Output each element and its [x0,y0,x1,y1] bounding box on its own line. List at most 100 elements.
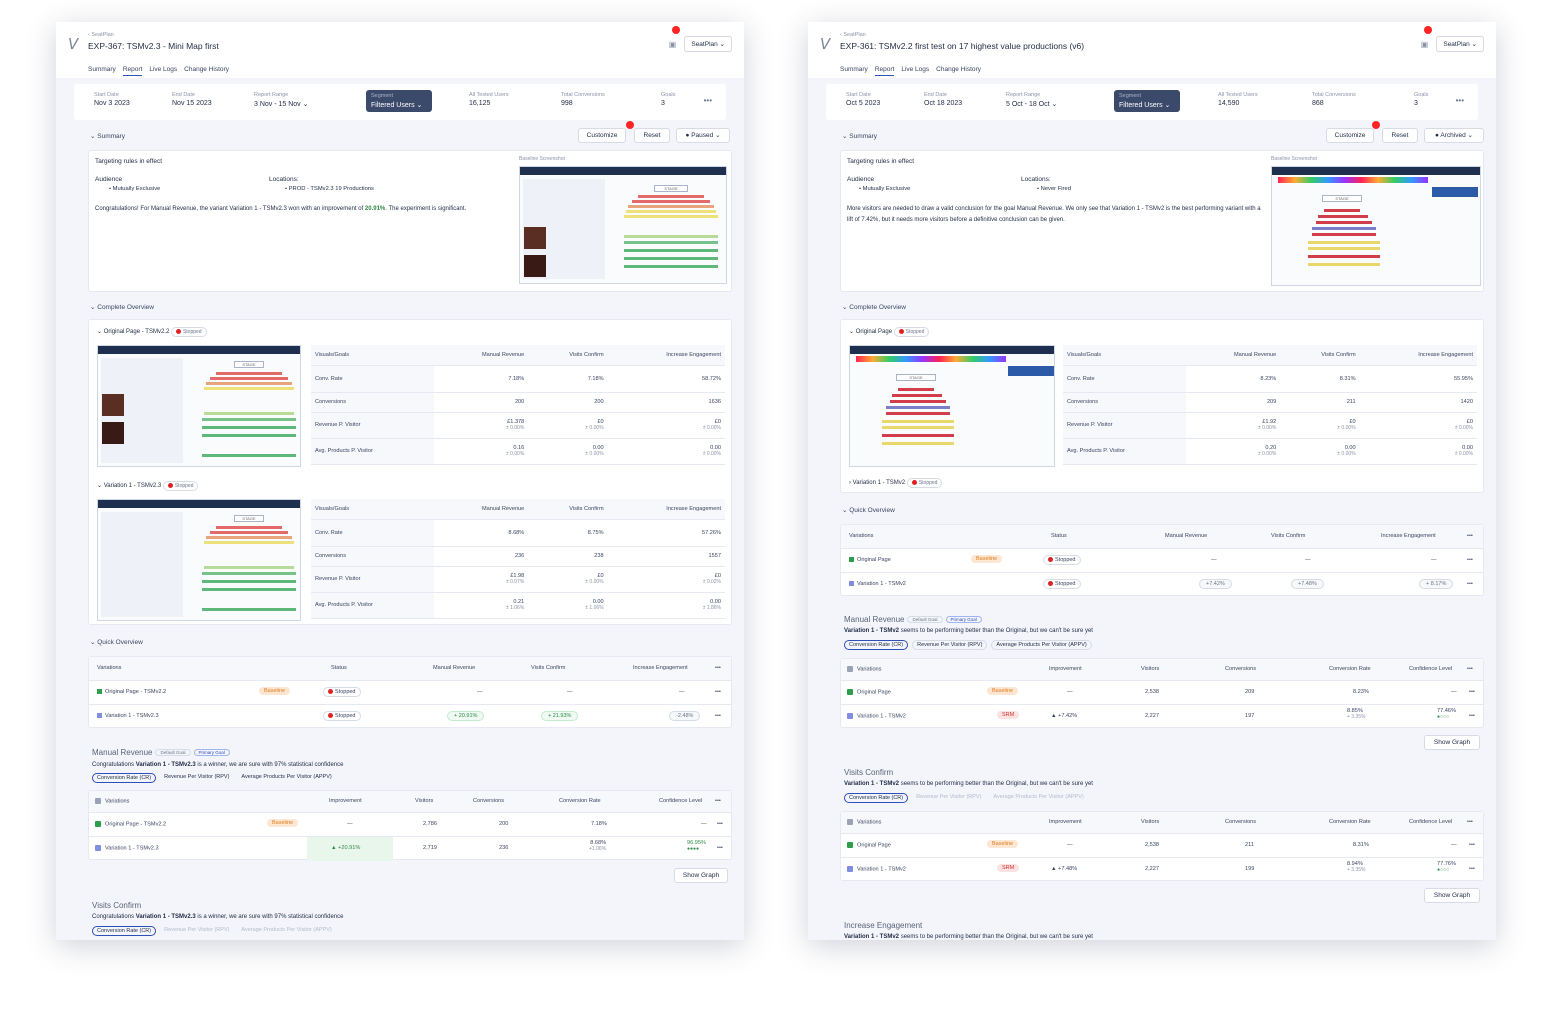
variation-toggle[interactable]: ⌄ Variation 1 - TSMv2.3 Stopped [97,481,199,491]
row-menu[interactable]: ••• [1469,713,1475,719]
reset-button[interactable]: Reset [1382,128,1418,143]
original-page-toggle[interactable]: ⌄ Original Page - TSMv2.2 Stopped [97,327,207,337]
show-graph-button[interactable]: Show Graph [674,868,728,883]
col-header: Conversions [1225,666,1257,672]
clipboard-icon[interactable]: ▣ [1420,39,1429,49]
cell-sub: ± 0.00% [1454,425,1473,431]
account-dropdown[interactable]: SeatPlan ⌄ [1436,36,1484,52]
segment-select[interactable]: Segment Filtered Users ⌄ [1114,90,1180,112]
row-menu[interactable]: ••• [1467,581,1473,587]
segment-select[interactable]: Segment Filtered Users ⌄ [366,90,432,112]
variation-checkbox[interactable]: Original Page [847,689,891,695]
metric-tab-cr[interactable]: Conversion Rate (CR) [844,640,909,650]
variation-checkbox[interactable]: Variation 1 - TSMv2 [847,866,906,872]
tab-live-logs[interactable]: Live Logs [901,66,930,73]
variation-checkbox[interactable]: Original Page [847,842,891,848]
account-dropdown[interactable]: SeatPlan ⌄ [684,36,732,52]
summary-toggle[interactable]: ⌄ Summary [90,133,126,140]
variation-checkbox[interactable]: Variation 1 - TSMv2.3 [95,845,159,851]
metric-tab-cr[interactable]: Conversion Rate (CR) [844,793,909,803]
row-menu[interactable]: ••• [1469,689,1475,695]
improvement: — [1067,842,1073,848]
more-menu[interactable]: ••• [703,96,712,105]
improvement: ▲ +20.91% [331,845,361,851]
complete-overview-toggle[interactable]: ⌄ Complete Overview [842,304,906,311]
breadcrumb[interactable]: ‹ SeatPlan [840,32,866,38]
show-graph-button[interactable]: Show Graph [1424,888,1480,903]
variation-name: Variation 1 - TSMv2 [857,866,906,873]
status-label: ● Paused ⌄ [685,132,721,139]
report-range-select[interactable]: 3 Nov - 15 Nov ⌄ [254,101,309,108]
metric-tab-appv[interactable]: Average Products Per Visitor (APPV) [241,774,332,780]
show-graph-button[interactable]: Show Graph [1424,735,1480,750]
reset-button[interactable]: Reset [634,128,670,143]
variation-checkbox[interactable]: Original Page - TSMv2.2 [95,821,166,827]
col-header: Visits Confirm [531,665,566,671]
more-menu[interactable]: ••• [1467,666,1473,672]
metric-tab-rpv[interactable]: Revenue Per Visitor (RPV) [164,927,230,933]
cell-sub: ± 0.00% [1337,425,1356,431]
metric-tab-appv[interactable]: Average Products Per Visitor (APPV) [991,640,1092,650]
more-menu[interactable]: ••• [1455,96,1464,105]
improvement: — [1067,689,1073,695]
visitors: 2,538 [1145,689,1159,695]
col-header: Visitors [415,798,434,804]
metric-tab-rpv[interactable]: Revenue Per Visitor (RPV) [164,774,230,780]
row-menu[interactable]: ••• [1469,866,1475,872]
customize-button[interactable]: Customize [1326,128,1374,143]
status-dropdown[interactable]: ● Archived ⌄ [1424,128,1484,143]
tab-live-logs[interactable]: Live Logs [149,66,178,73]
cell-sub: ± 0.00% [702,425,721,431]
more-menu[interactable]: ••• [715,665,721,671]
clipboard-icon[interactable]: ▣ [668,39,677,49]
variation-checkbox[interactable]: Variation 1 - TSMv2 [847,713,906,719]
metric-tab-appv[interactable]: Average Products Per Visitor (APPV) [993,794,1084,800]
more-menu[interactable]: ••• [1467,819,1473,825]
variation-toggle[interactable]: › Variation 1 - TSMv2 Stopped [849,478,943,488]
tab-change-history[interactable]: Change History [936,66,981,73]
status-dropdown[interactable]: ● Paused ⌄ [676,128,730,143]
metric-tabs: Conversion Rate (CR) Revenue Per Visitor… [844,793,1088,803]
tab-summary[interactable]: Summary [840,66,868,73]
customize-button[interactable]: Customize [578,128,626,143]
row-menu[interactable]: ••• [1467,557,1473,563]
tested-users: 14,590 [1218,100,1240,107]
row-menu[interactable]: ••• [715,689,721,695]
header: V ‹ SeatPlan EXP-367: TSMv2.3 - Mini Map… [56,22,744,78]
total-conversions-label: Total Conversions [561,92,605,98]
metric-tab-cr[interactable]: Conversion Rate (CR) [92,773,157,783]
goal-message-c: is a winner, we are sure with 97% statis… [195,914,344,920]
breadcrumb[interactable]: ‹ SeatPlan [88,32,114,38]
tab-summary[interactable]: Summary [88,66,116,73]
metric-tab-appv[interactable]: Average Products Per Visitor (APPV) [241,927,332,933]
locations-value: • Never Fired [1037,186,1071,192]
conversion-rate-value: 8.94% [1347,861,1363,867]
goal-message: Variation 1 - TSMv2 seems to be performi… [844,934,1093,940]
summary-toggle[interactable]: ⌄ Summary [842,133,878,140]
original-page-toggle[interactable]: ⌄ Original Page Stopped [849,327,930,337]
audience-label: Audience [847,176,875,183]
tab-report[interactable]: Report [122,66,143,76]
quick-overview-toggle[interactable]: ⌄ Quick Overview [90,639,143,646]
row-menu[interactable]: ••• [715,713,721,719]
metric-tab-cr[interactable]: Conversion Rate (CR) [92,926,157,936]
tab-change-history[interactable]: Change History [184,66,229,73]
conversion-rate-sub: + 3.35% [1347,714,1366,720]
row-menu[interactable]: ••• [717,821,723,827]
tab-report[interactable]: Report [874,66,895,76]
goal-message-variant: Variation 1 - TSMv2 [844,934,900,940]
baseline-screenshot: STAGE [519,166,727,284]
more-menu[interactable]: ••• [1467,533,1473,539]
metric-tab-rpv[interactable]: Revenue Per Visitor (RPV) [916,794,982,800]
row-menu[interactable]: ••• [717,845,723,851]
cell-sub: ± 0.07% [505,579,525,585]
conversion-rate: 8.94% + 3.35% [1347,861,1366,873]
row-menu[interactable]: ••• [1469,842,1475,848]
status-pill: Stopped [323,687,361,697]
more-menu[interactable]: ••• [715,798,721,804]
quick-overview-toggle[interactable]: ⌄ Quick Overview [842,507,895,514]
report-range-select[interactable]: 5 Oct - 18 Oct ⌄ [1006,101,1058,108]
complete-overview-toggle[interactable]: ⌄ Complete Overview [90,304,154,311]
metric-tab-rpv[interactable]: Revenue Per Visitor (RPV) [912,640,988,650]
cell: 8.68% [434,519,529,547]
